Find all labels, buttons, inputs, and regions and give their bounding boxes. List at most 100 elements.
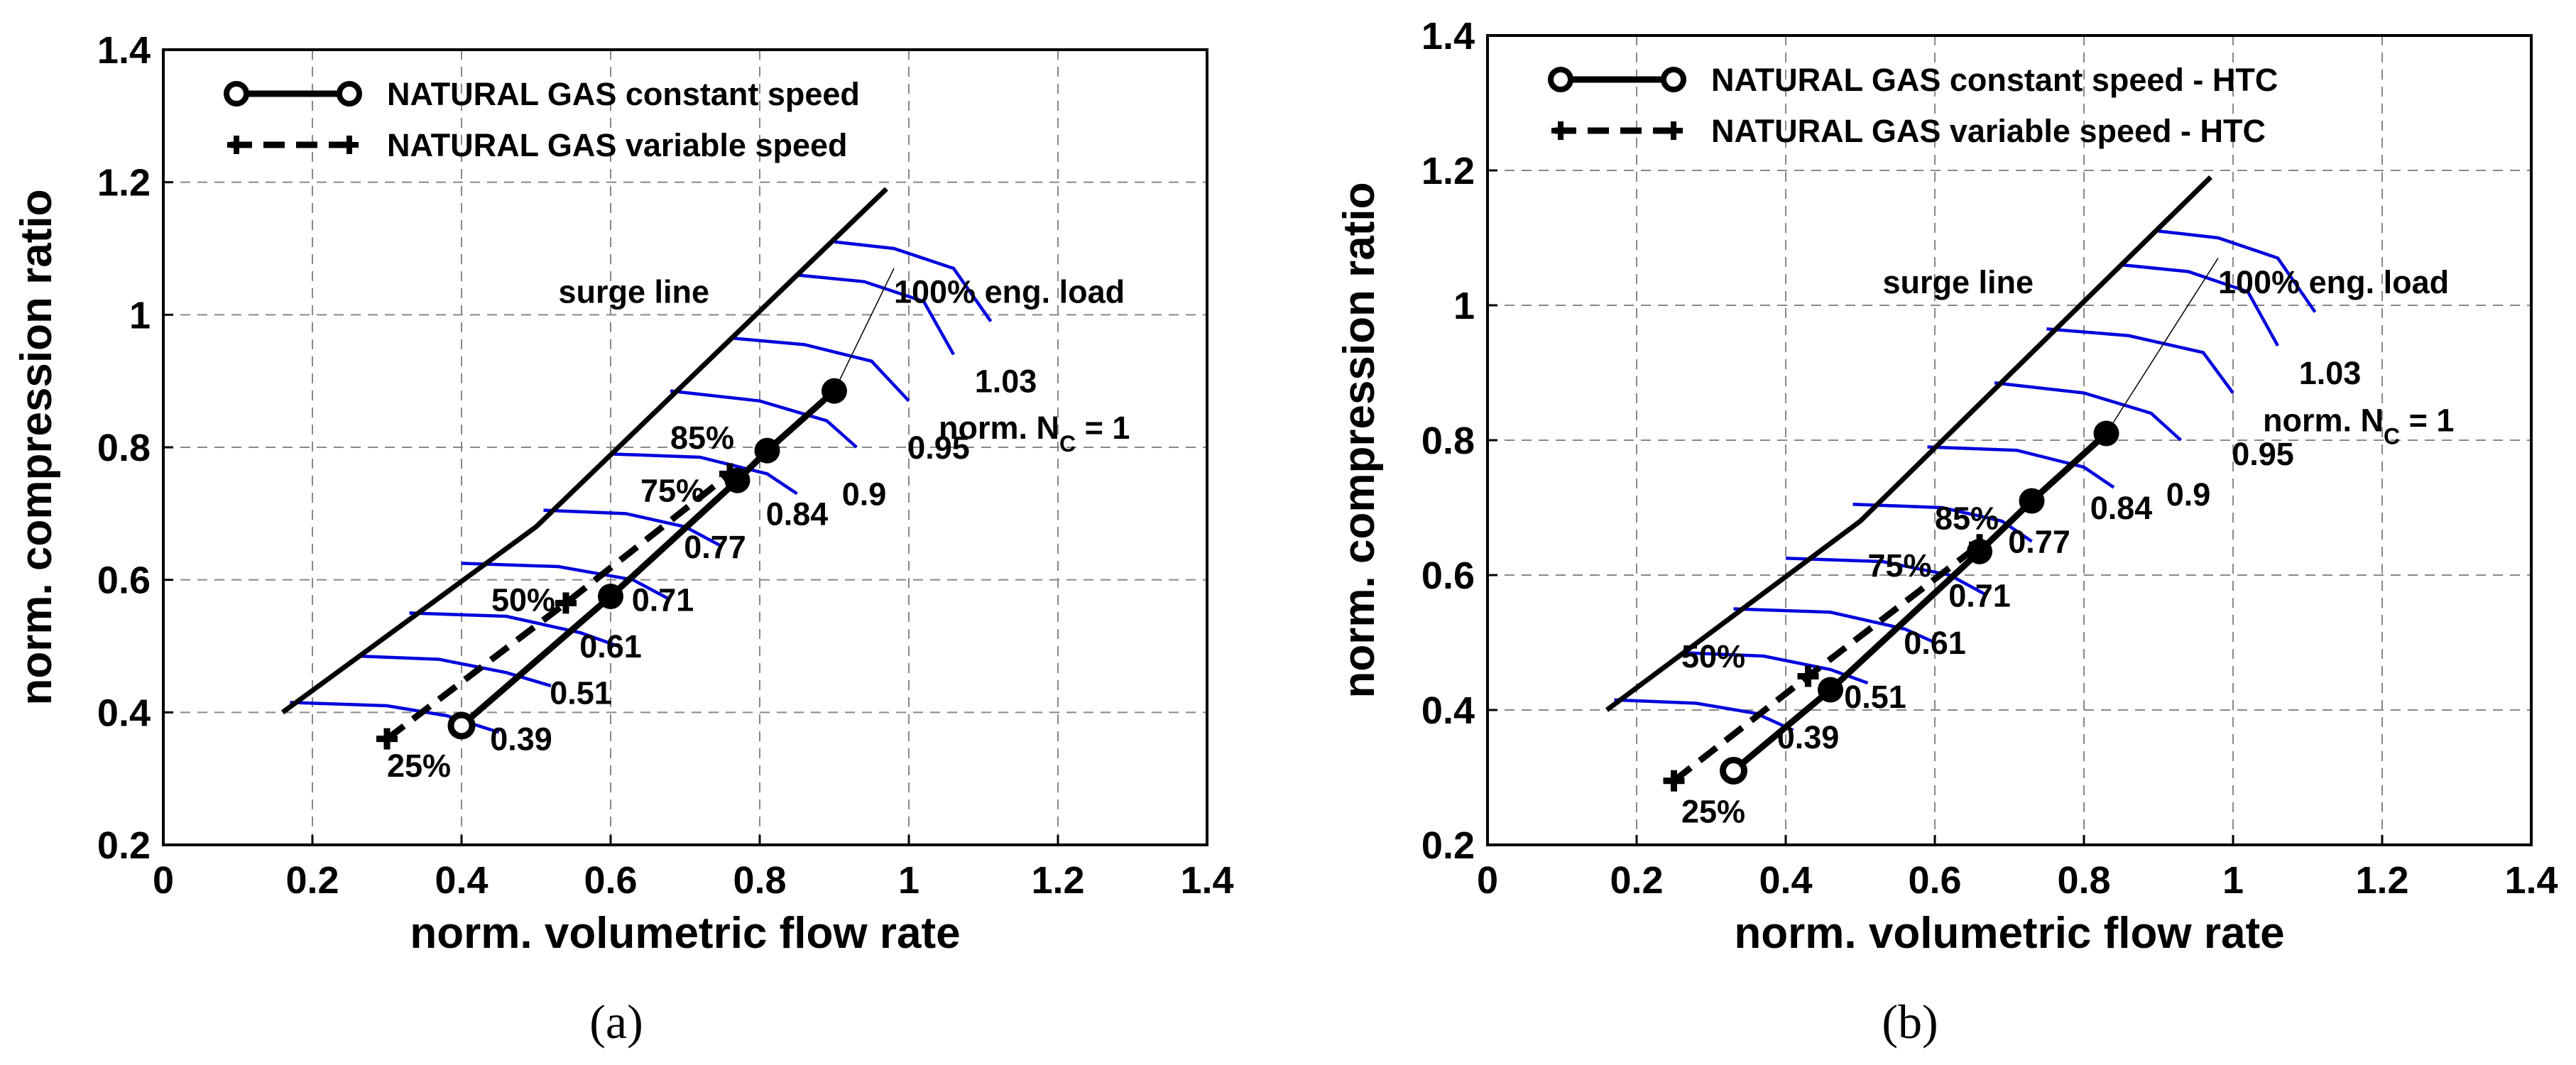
x-tick-label: 0.4 [1759,859,1812,902]
y-tick-label: 0.8 [97,427,151,469]
legend-plus-marker [1664,121,1683,140]
x-tick-label: 0.4 [435,859,488,902]
chart-annotation: norm. NC = 1 [2263,403,2454,449]
speed-line-label: 0.51 [550,674,612,711]
load-label: 85% [1935,500,1999,536]
chart-annotation: surge line [1883,264,2034,300]
speed-line [1852,503,2033,543]
y-tick-label: 0.4 [1421,689,1475,732]
load-label: 85% [670,420,734,456]
y-tick-label: 1.4 [1421,15,1475,58]
speed-line [1785,557,1988,597]
speed-line [356,654,552,688]
chart-panel-b: 0 0.2 0.4 0.6 0.8 1 1.2 1.40.20.40.60.811.21.40… [1335,15,2558,1049]
speed-line-label: 1.03 [2299,355,2362,391]
x-tick-label: 0.8 [733,859,786,902]
legend-plus-marker [227,136,246,154]
legend-circle-marker [224,81,249,106]
load-label: 50% [1681,638,1745,674]
load-label: 100% eng. load [2218,264,2449,300]
plus-marker [1969,534,1990,556]
speed-line-label: 0.61 [579,628,642,665]
plus-marker [555,592,577,614]
y-tick-label: 1.4 [97,29,151,72]
y-tick-label: 0.4 [97,692,151,734]
y-axis-title: norm. compression ratio [1335,182,1384,699]
legend-entry: NATURAL GAS constant speed [387,76,860,112]
legend-plus-marker [340,136,359,154]
speed-line [409,611,619,648]
speed-line-label: 0.95 [907,430,970,466]
x-tick-label: 1.2 [2355,859,2408,902]
y-tick-label: 1 [1453,285,1475,327]
hollow-circle-marker [447,711,476,740]
speed-line [1614,698,1794,732]
speed-line [834,240,993,322]
y-tick-label: 1 [129,294,151,337]
speed-line-label: 0.61 [1904,625,1966,661]
x-tick-label: 0.2 [285,859,339,902]
circle-marker [1818,677,1843,703]
x-tick-label: 1.4 [1180,859,1233,902]
y-tick-label: 1.2 [97,162,151,204]
speed-line-label: 0.39 [490,721,552,758]
x-axis-title: norm. volumetric flow rate [410,909,960,958]
legend-plus-marker [1551,121,1570,140]
circle-marker [822,378,847,404]
subfigure-label: (a) [589,995,643,1049]
speed-line-label: 0.84 [766,496,829,532]
legend-entry: NATURAL GAS variable speed [387,127,848,163]
speed-line-label: 0.77 [684,529,746,565]
series-line-1 [1731,431,2109,773]
chart-panel-a: 0 0.2 0.4 0.6 0.8 1 1.2 1.40.20.40.60.811.21.40… [12,29,1234,1049]
circle-marker [754,437,780,464]
legend-circle-marker [1548,67,1573,92]
load-label: 50% [491,582,555,618]
chart-annotation: surge line [559,274,710,310]
circle-marker [2019,488,2045,514]
speed-line [2046,327,2234,394]
series-line-2 [385,471,732,742]
x-tick-label: 1.4 [2504,859,2558,902]
speed-line-label: 0.9 [2166,476,2211,513]
legend-entry: NATURAL GAS constant speed - HTC [1711,62,2278,98]
x-tick-label: 0.2 [1610,859,1663,902]
load-label: 75% [1868,547,1932,584]
x-tick-label: 0.6 [584,859,637,902]
speed-line-label: 0.84 [2090,490,2153,526]
speed-line-label: 0.71 [632,582,694,618]
speed-line-label: 0.51 [1844,679,1906,715]
speed-line [1994,381,2183,442]
speed-line [670,389,858,449]
y-tick-label: 0.6 [97,559,151,602]
speed-line [1927,445,2115,489]
leader-line [2105,258,2219,434]
load-label: 25% [387,748,451,784]
legend-circle-marker [1661,67,1686,92]
leader-line [834,268,895,391]
speed-line [543,508,724,548]
y-tick-label: 1.2 [1421,150,1475,192]
y-axis-title: norm. compression ratio [12,190,61,706]
speed-line [2158,229,2317,313]
y-tick-label: 0.2 [1421,824,1475,867]
load-label: 100% eng. load [894,274,1125,310]
speed-line [2121,263,2279,347]
plot-frame [162,48,1208,846]
hollow-circle-marker [1720,757,1747,785]
chart-annotation: norm. NC = 1 [939,410,1130,457]
speed-line-label: 0.77 [2008,524,2070,560]
legend-circle-marker [337,81,362,106]
speed-line-label: 0.95 [2232,436,2294,472]
x-tick-label: 0 [1477,859,1498,902]
speed-line [461,562,672,601]
plus-marker [1797,665,1819,687]
x-tick-label: 1 [898,859,919,902]
x-tick-label: 0 [153,859,174,902]
speed-line [1733,607,1936,645]
surge-line [280,187,888,715]
load-label: 75% [640,473,704,509]
load-label: 25% [1681,794,1745,830]
y-tick-label: 0.6 [1421,555,1475,597]
